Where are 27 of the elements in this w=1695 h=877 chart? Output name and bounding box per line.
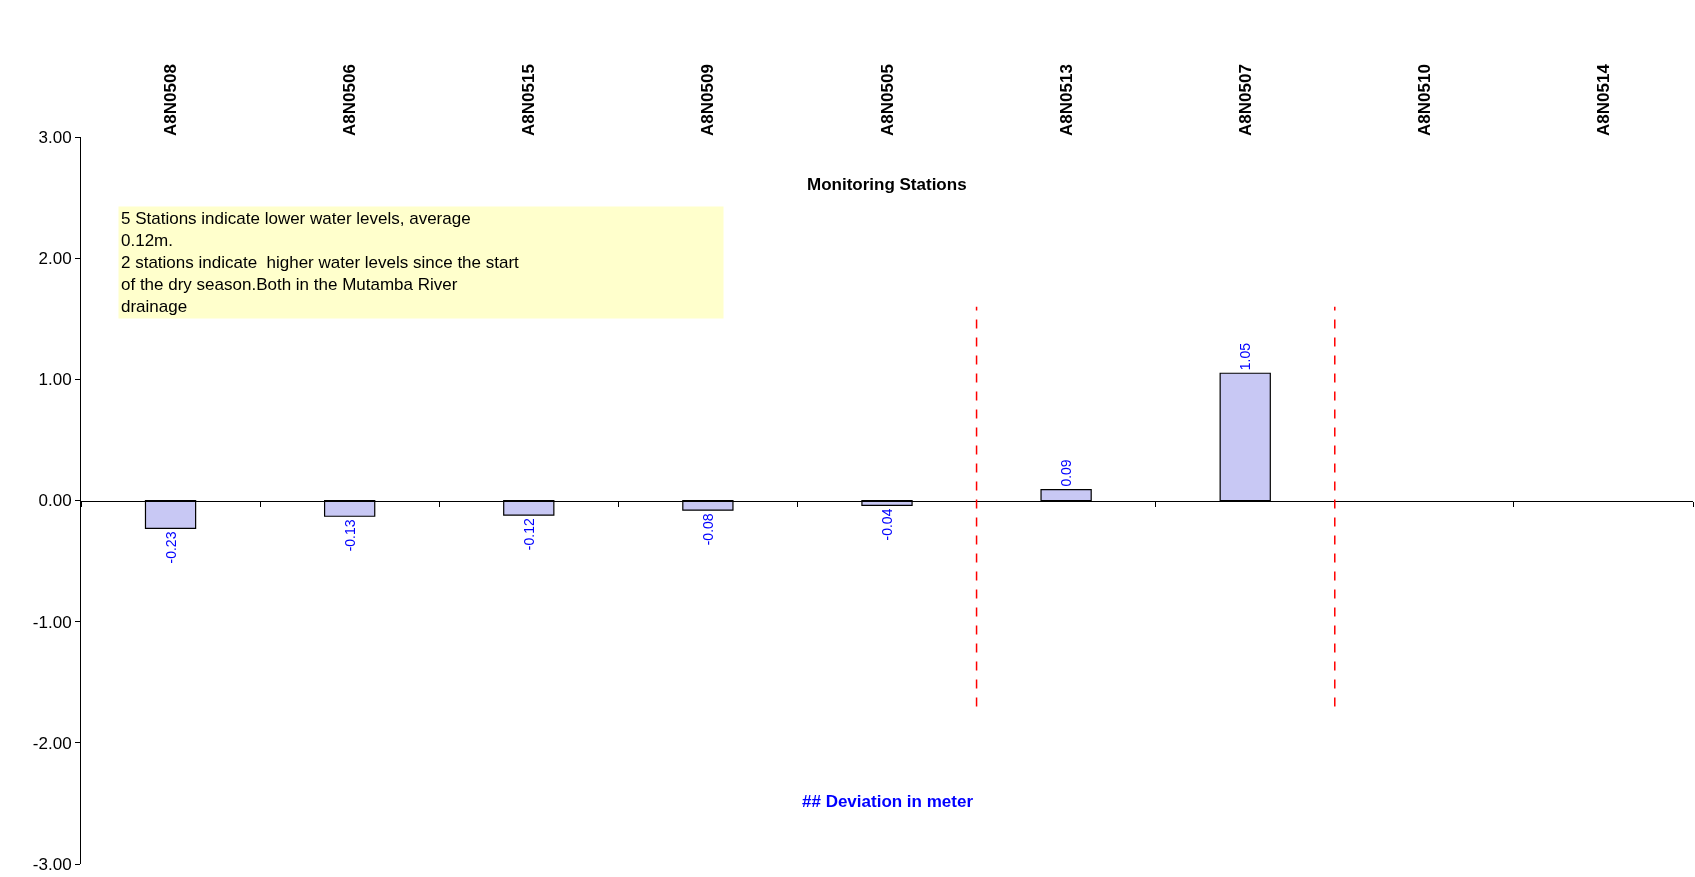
x-tick-label: A8N0514: [1593, 63, 1613, 136]
y-tick-label: 0.00: [38, 491, 72, 511]
data-label: -0.08: [699, 513, 716, 546]
y-tick-label: 1.00: [38, 370, 72, 390]
x-tick-label: A8N0506: [340, 64, 360, 136]
y-tick-label: -1.00: [32, 612, 72, 632]
data-label: 1.05: [1237, 342, 1254, 371]
x-tick-label: A8N0508: [161, 64, 181, 136]
y-tick-label: 3.00: [38, 127, 72, 147]
x-tick-label: A8N0510: [1414, 64, 1434, 136]
x-tick-label: A8N0507: [1235, 64, 1255, 136]
x-tick-label: A8N0505: [877, 64, 897, 136]
data-label: -0.23: [162, 531, 179, 564]
x-tick-label: A8N0509: [698, 64, 718, 136]
data-label: 0.09: [1058, 459, 1075, 487]
note-box: 5 Stations indicate lower water levels, average 0.12m. 2 stations indicate higher water levels since the start of the dry season.Both in the Mutamba River drainage: [118, 206, 724, 319]
data-label: -0.13: [341, 519, 358, 552]
data-label: -0.04: [879, 508, 895, 541]
y-tick-label: -2.00: [32, 733, 72, 753]
annotation: 5 Stations indicate lower water levels, average 0.12m. 2 stations indicate higher water levels since the start of the dry season.Both in the Mutamba River drainage: [121, 209, 520, 317]
data-label: -0.12: [520, 518, 537, 551]
y-tick-label: 2.00: [38, 249, 72, 269]
y-tick-label: -3.00: [32, 854, 72, 874]
text: Monitoring Stations: [807, 175, 967, 194]
annotation: ## Deviation in meter: [802, 792, 974, 811]
x-tick-label: A8N0515: [519, 64, 539, 136]
x-tick-label: A8N0513: [1056, 64, 1076, 136]
